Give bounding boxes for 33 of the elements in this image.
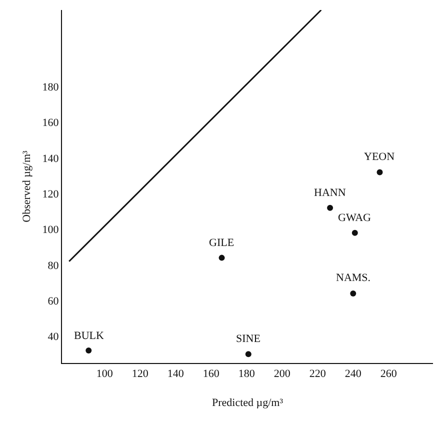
x-tick-label: 220 <box>309 368 326 380</box>
annotation: NAMS. <box>336 272 371 284</box>
y-tick-label: 100 <box>42 224 60 236</box>
annotation: GWAG <box>338 212 372 224</box>
y-tick-label: 160 <box>42 117 60 130</box>
y-tick-label: 60 <box>48 295 60 308</box>
point <box>218 254 225 261</box>
y-tick-label: 40 <box>48 331 60 344</box>
annotation: YEON <box>364 151 395 163</box>
point <box>350 290 356 296</box>
y-tick-label: 120 <box>42 188 60 200</box>
point <box>352 230 358 236</box>
annotation: SINE <box>236 333 261 345</box>
point <box>86 348 92 354</box>
x-tick-label: 200 <box>274 368 291 380</box>
x-tick-label: 140 <box>167 368 184 380</box>
x-tick-label: 180 <box>238 368 256 380</box>
annotation: BULK <box>74 330 104 342</box>
x-axis-title: Predicted µg/m³ <box>212 397 284 409</box>
point <box>376 169 383 176</box>
point <box>327 204 334 211</box>
y-tick-label: 180 <box>42 82 60 94</box>
annotation: HANN <box>314 187 346 199</box>
x-tick-label: 160 <box>202 368 220 380</box>
x-tick-label: 120 <box>132 368 149 380</box>
x-tick-label: 260 <box>380 368 398 380</box>
annotation: GILE <box>209 237 234 249</box>
y-axis-title: Observed µg/m³ <box>21 150 33 222</box>
x-tick-label: 240 <box>344 368 362 380</box>
y-tick-label: 140 <box>42 152 60 165</box>
point <box>245 351 252 358</box>
x-tick-label: 100 <box>96 368 114 380</box>
y-tick-label: 80 <box>48 260 60 272</box>
